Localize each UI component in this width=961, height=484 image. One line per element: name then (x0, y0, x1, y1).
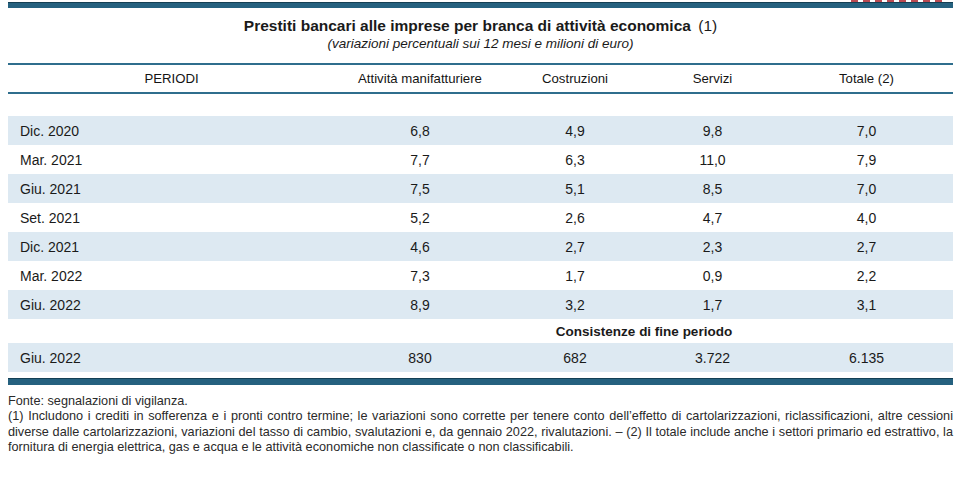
row-value-totale: 7,0 (780, 123, 953, 139)
row-value-servizi: 1,7 (645, 297, 780, 313)
row-value-servizi: 9,8 (645, 123, 780, 139)
row-value-costruzioni: 3,2 (505, 297, 645, 313)
row-period-label: Set. 2021 (8, 210, 335, 226)
row-value-totale: 2,2 (780, 268, 953, 284)
loans-table-body: Dic. 2020 6,8 4,9 9,8 7,0 Mar. 2021 7,7 … (8, 116, 953, 372)
table-row: Mar. 2022 7,3 1,7 0,9 2,2 (8, 261, 953, 290)
row-value-servizi: 8,5 (645, 181, 780, 197)
row-value-costruzioni: 1,7 (505, 268, 645, 284)
row-value-manifatturiere: 4,6 (335, 239, 505, 255)
table-footnote: (1) Includono i crediti in sofferenza e … (8, 409, 953, 455)
table-row: Dic. 2021 4,6 2,7 2,3 2,7 (8, 232, 953, 261)
header-rule-bottom (8, 92, 953, 94)
page-subtitle: (variazioni percentuali sui 12 mesi e mi… (8, 36, 953, 52)
row-value-servizi: 0,9 (645, 268, 780, 284)
row-value-servizi: 4,7 (645, 210, 780, 226)
column-header-costruzioni: Costruzioni (505, 71, 645, 86)
table-header-row: PERIODI Attività manifatturiere Costruzi… (8, 65, 953, 92)
column-header-attivita-manifatturiere: Attività manifatturiere (335, 71, 505, 86)
bottom-rule-bar (8, 378, 953, 385)
row-period-label: Giu. 2021 (8, 181, 335, 197)
top-rule-bar (8, 2, 953, 8)
row-value-manifatturiere: 7,3 (335, 268, 505, 284)
row-value-manifatturiere: 5,2 (335, 210, 505, 226)
row-value-totale: 6.135 (780, 350, 953, 366)
row-period-label: Giu. 2022 (8, 297, 335, 313)
row-value-costruzioni: 4,9 (505, 123, 645, 139)
row-period-label: Dic. 2020 (8, 123, 335, 139)
row-value-totale: 4,0 (780, 210, 953, 226)
table-row: Mar. 2021 7,7 6,3 11,0 7,9 (8, 145, 953, 174)
row-value-servizi: 3.722 (645, 350, 780, 366)
row-value-servizi: 2,3 (645, 239, 780, 255)
row-value-manifatturiere: 7,7 (335, 152, 505, 168)
row-value-totale: 7,9 (780, 152, 953, 168)
row-value-totale: 3,1 (780, 297, 953, 313)
document-page: Prestiti bancari alle imprese per branca… (0, 0, 961, 484)
row-period-label: Dic. 2021 (8, 239, 335, 255)
stock-table-row: Giu. 2022 830 682 3.722 6.135 (8, 343, 953, 372)
row-period-label: Giu. 2022 (8, 350, 335, 366)
table-row: Giu. 2021 7,5 5,1 8,5 7,0 (8, 174, 953, 203)
row-value-servizi: 11,0 (645, 152, 780, 168)
source-note: Fonte: segnalazioni di vigilanza. (8, 394, 953, 409)
section-row-consistenze: Consistenze di fine periodo (8, 319, 953, 343)
row-value-costruzioni: 2,6 (505, 210, 645, 226)
row-value-manifatturiere: 7,5 (335, 181, 505, 197)
row-value-manifatturiere: 8,9 (335, 297, 505, 313)
page-title-note-ref: (1) (698, 17, 717, 34)
footnotes-block: Fonte: segnalazioni di vigilanza. (1) In… (8, 394, 953, 455)
page-title-text: Prestiti bancari alle imprese per branca… (244, 17, 691, 34)
column-header-totale: Totale (2) (780, 71, 953, 86)
row-value-costruzioni: 2,7 (505, 239, 645, 255)
row-value-totale: 7,0 (780, 181, 953, 197)
row-value-manifatturiere: 830 (335, 350, 505, 366)
table-row: Dic. 2020 6,8 4,9 9,8 7,0 (8, 116, 953, 145)
row-value-costruzioni: 6,3 (505, 152, 645, 168)
row-value-manifatturiere: 6,8 (335, 123, 505, 139)
table-row: Set. 2021 5,2 2,6 4,7 4,0 (8, 203, 953, 232)
row-value-costruzioni: 5,1 (505, 181, 645, 197)
title-block: Prestiti bancari alle imprese per branca… (8, 17, 953, 52)
column-header-servizi: Servizi (645, 71, 780, 86)
row-period-label: Mar. 2021 (8, 152, 335, 168)
section-label-consistenze: Consistenze di fine periodo (335, 324, 953, 339)
row-value-totale: 2,7 (780, 239, 953, 255)
page-title: Prestiti bancari alle imprese per branca… (8, 17, 953, 35)
row-value-costruzioni: 682 (505, 350, 645, 366)
clipped-red-label (851, 0, 947, 2)
column-header-periodi: PERIODI (8, 71, 335, 86)
table-row: Giu. 2022 8,9 3,2 1,7 3,1 (8, 290, 953, 319)
row-period-label: Mar. 2022 (8, 268, 335, 284)
